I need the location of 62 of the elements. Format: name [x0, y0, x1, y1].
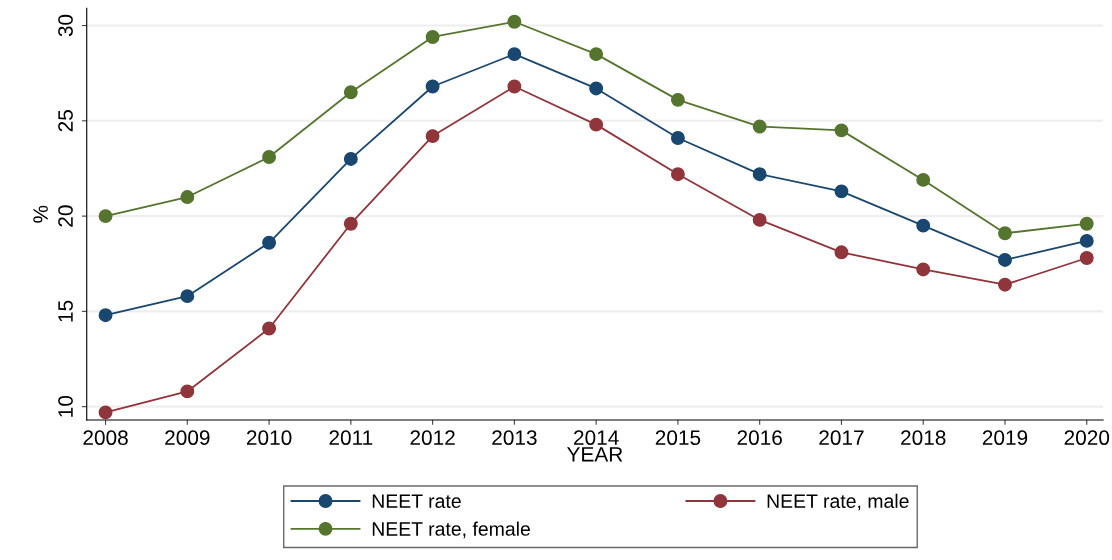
- point: [670, 92, 685, 107]
- x-tick-label: 2020: [1064, 430, 1110, 446]
- y-tick-label: 30: [58, 14, 73, 37]
- point: [1079, 216, 1094, 231]
- point: [834, 123, 849, 138]
- point: [589, 117, 604, 132]
- point: [834, 184, 849, 199]
- point: [589, 81, 604, 96]
- point: [916, 172, 931, 187]
- y-tick-label: 20: [58, 205, 73, 227]
- point: [507, 79, 522, 94]
- point: [1079, 251, 1094, 265]
- point: [998, 226, 1012, 241]
- point: [180, 289, 195, 304]
- legend-label: NEET rate, female: [372, 521, 530, 539]
- point: [670, 131, 685, 145]
- point: [262, 321, 277, 336]
- x-tick-label: 2013: [492, 430, 537, 446]
- x-tick-label: 2010: [246, 430, 292, 446]
- point: [98, 209, 113, 224]
- x-tick-label: 2014: [574, 430, 619, 446]
- x-axis-title: YEAR: [567, 447, 623, 462]
- x-tick-label: 2008: [83, 430, 128, 446]
- point: [998, 252, 1012, 267]
- point: [1079, 233, 1094, 248]
- point: [262, 150, 277, 164]
- point: [343, 216, 358, 231]
- y-axis-title: %: [33, 205, 48, 223]
- point: [180, 384, 195, 399]
- x-tick-label: 2009: [165, 430, 210, 446]
- x-tick-label: 2015: [655, 430, 701, 446]
- point: [425, 79, 440, 94]
- x-tick-label: 2018: [901, 430, 946, 446]
- point: [834, 245, 849, 260]
- point: [425, 129, 440, 144]
- point: [998, 277, 1012, 292]
- point: [180, 190, 195, 204]
- point: [425, 30, 440, 44]
- point: [752, 212, 767, 227]
- point: [343, 85, 358, 100]
- point: [916, 218, 931, 233]
- x-tick-label: 2019: [982, 430, 1028, 446]
- point: [670, 167, 685, 182]
- point: [343, 151, 358, 166]
- y-tick-label: 25: [58, 110, 73, 132]
- point: [752, 167, 767, 182]
- y-tick-label: 15: [58, 300, 73, 322]
- legend-label: NEET rate: [372, 494, 461, 509]
- point: [752, 119, 767, 134]
- legend-label: NEET rate, male: [767, 493, 909, 511]
- point: [98, 405, 113, 420]
- point: [507, 14, 522, 29]
- point: [262, 235, 277, 250]
- y-tick-label: 10: [58, 395, 73, 417]
- x-tick-label: 2016: [737, 430, 782, 446]
- point: [916, 262, 931, 277]
- point: [589, 47, 604, 62]
- x-tick-label: 2012: [410, 430, 455, 446]
- point: [507, 47, 522, 62]
- x-tick-label: 2011: [329, 430, 373, 446]
- x-tick-label: 2017: [819, 430, 864, 446]
- point: [98, 308, 113, 323]
